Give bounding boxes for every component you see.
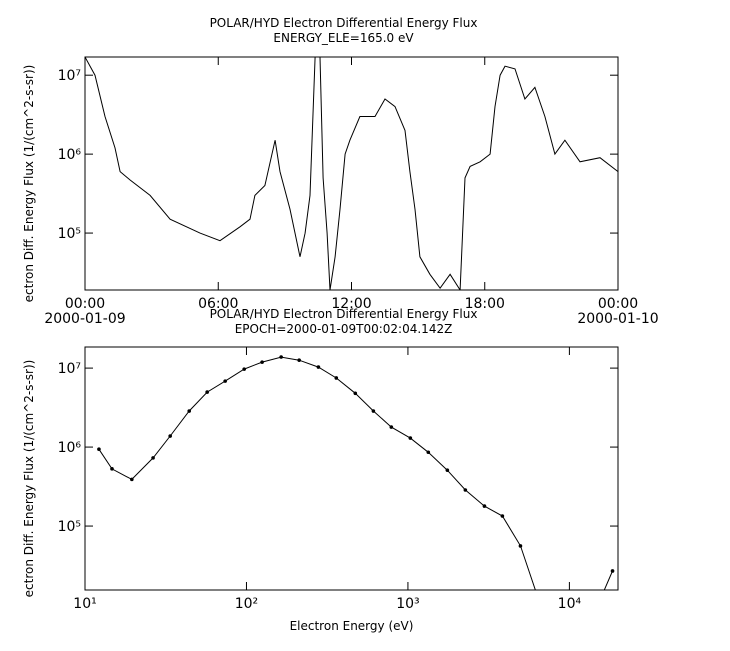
data-point [334, 376, 339, 380]
x-axis-label: Electron Energy (eV) [290, 619, 414, 633]
data-point [205, 390, 209, 394]
x-tick-label: 10³ [396, 596, 419, 612]
x-tick-label: 06:00 [198, 296, 238, 312]
data-point [242, 367, 246, 371]
data-point [316, 365, 321, 369]
y-tick-label: 10⁷ [58, 68, 81, 84]
data-point [482, 504, 487, 508]
x-tick-label: 18:00 [465, 296, 505, 312]
data-point [187, 409, 192, 413]
y-axis-label: ectron Diff. Energy Flux (1/(cm^2-s-sr)) [22, 360, 36, 598]
chart-subtitle: ENERGY_ELE=165.0 eV [273, 31, 414, 45]
x-tick-label: 00:00 [598, 296, 638, 312]
data-point [279, 355, 283, 359]
chart-title: POLAR/HYD Electron Differential Energy F… [210, 16, 478, 30]
data-point [408, 436, 413, 440]
chart-title: POLAR/HYD Electron Differential Energy F… [210, 307, 478, 321]
data-point [518, 544, 523, 548]
chart-subtitle: EPOCH=2000-01-09T00:02:04.142Z [235, 322, 453, 336]
x-tick-label: 00:00 [65, 296, 105, 312]
data-point [445, 468, 450, 472]
data-point [371, 409, 376, 413]
plot-frame [84, 346, 619, 591]
y-tick-label: 10⁶ [58, 440, 82, 456]
data-line [85, 57, 618, 290]
data-point [610, 569, 615, 573]
y-axis-label: ectron Diff. Energy Flux (1/(cm^2-s-sr)) [22, 65, 36, 303]
plot-frame [84, 56, 619, 291]
y-tick-label: 10⁷ [58, 361, 81, 377]
data-point [297, 358, 301, 362]
data-point [130, 477, 134, 482]
data-point [389, 425, 394, 429]
data-point [168, 434, 172, 438]
x-tick-label: 10¹ [73, 596, 96, 612]
data-point [260, 360, 264, 364]
data-point [426, 450, 431, 455]
x-tick-label: 10⁴ [558, 596, 582, 612]
y-tick-label: 10⁵ [58, 519, 81, 535]
data-point [463, 488, 468, 492]
y-tick-label: 10⁵ [58, 226, 81, 242]
data-point [593, 611, 597, 615]
plot-area [97, 355, 615, 615]
x-tick-date: 2000-01-10 [577, 311, 658, 327]
data-point [500, 514, 505, 518]
y-tick-label: 10⁶ [58, 147, 82, 163]
data-point [223, 379, 227, 383]
data-point [353, 391, 358, 396]
x-tick-label: 10² [235, 596, 258, 612]
x-tick-date: 2000-01-09 [44, 311, 125, 327]
data-point [151, 456, 155, 460]
x-tick-label: 12:00 [331, 296, 371, 312]
data-line [98, 356, 613, 590]
plot-area [85, 57, 618, 290]
data-point [97, 447, 101, 451]
data-point [110, 467, 114, 471]
